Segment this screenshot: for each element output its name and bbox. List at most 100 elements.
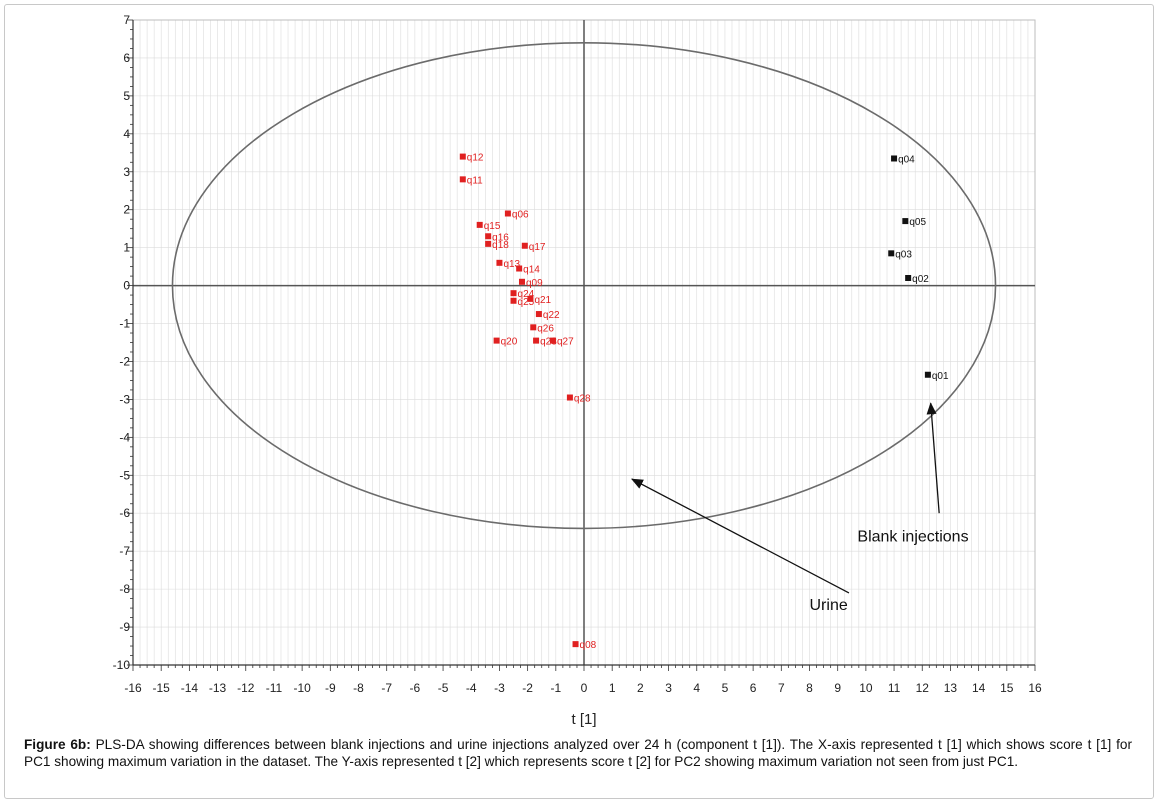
x-tick-label: -12 bbox=[237, 681, 255, 695]
x-tick-label: -13 bbox=[209, 681, 227, 695]
y-tick-label: 5 bbox=[123, 89, 130, 103]
y-tick-label: 7 bbox=[123, 13, 130, 27]
data-point bbox=[572, 641, 579, 648]
data-point-label: q20 bbox=[501, 337, 518, 348]
y-tick-label: -5 bbox=[119, 468, 130, 482]
y-tick-label: -1 bbox=[119, 317, 130, 331]
x-tick-label: -10 bbox=[293, 681, 311, 695]
data-point bbox=[527, 295, 534, 302]
data-point bbox=[516, 265, 523, 272]
caption-label: Figure 6b: bbox=[24, 737, 91, 752]
data-point bbox=[530, 324, 537, 331]
data-point-label: q11 bbox=[467, 175, 483, 186]
y-tick-label: 1 bbox=[123, 241, 130, 255]
y-tick-label: 4 bbox=[123, 127, 130, 141]
data-point bbox=[459, 153, 466, 160]
data-point-label: q13 bbox=[503, 259, 520, 270]
x-tick-label: -6 bbox=[410, 681, 421, 695]
x-tick-label: 16 bbox=[1028, 681, 1042, 695]
data-point bbox=[504, 210, 511, 217]
annotation bbox=[631, 478, 850, 594]
data-point bbox=[510, 290, 517, 297]
data-point-label: q03 bbox=[895, 249, 912, 260]
y-tick-label: -3 bbox=[119, 392, 130, 406]
scatter-series: q04 q05 q03 q02 q01 bbox=[888, 154, 949, 382]
data-point bbox=[496, 259, 503, 266]
x-tick-label: 2 bbox=[637, 681, 644, 695]
data-point bbox=[566, 394, 573, 401]
x-tick-label: -16 bbox=[124, 681, 142, 695]
data-point bbox=[485, 240, 492, 247]
x-tick-label: -15 bbox=[153, 681, 171, 695]
data-point-label: q17 bbox=[529, 242, 546, 253]
x-tick-label: -5 bbox=[438, 681, 449, 695]
x-tick-label: 0 bbox=[581, 681, 588, 695]
data-point-label: q24 bbox=[518, 289, 535, 300]
x-tick-label: -11 bbox=[266, 681, 283, 695]
x-tick-label: 5 bbox=[722, 681, 729, 695]
x-axis-title: t [1] bbox=[571, 711, 596, 728]
x-tick-label: 11 bbox=[888, 681, 901, 695]
annotation-arrow bbox=[926, 402, 940, 514]
x-tick-label: 15 bbox=[1000, 681, 1014, 695]
y-tick-label: 0 bbox=[123, 279, 130, 293]
data-point bbox=[459, 176, 466, 183]
data-point-label: q21 bbox=[534, 295, 551, 306]
x-tick-label: 14 bbox=[972, 681, 986, 695]
data-point bbox=[924, 371, 931, 378]
data-point-label: q04 bbox=[898, 154, 915, 165]
x-tick-label: 12 bbox=[916, 681, 930, 695]
pls-da-score-plot: -16 -15 -14 -13 -12 -11 -10 -9 -8 -7 -6 -5 -4 -3 -2 -1 0… bbox=[113, 13, 1042, 728]
data-point-label: q16 bbox=[492, 232, 509, 243]
data-point-label: q01 bbox=[932, 371, 949, 382]
data-point-label: q18 bbox=[492, 240, 509, 251]
x-tick-label: 9 bbox=[834, 681, 841, 695]
data-point-label: q25 bbox=[518, 297, 535, 308]
data-point-label: q15 bbox=[484, 221, 501, 232]
data-point bbox=[902, 218, 909, 225]
annotation-arrow bbox=[631, 478, 850, 594]
y-tick-label: 2 bbox=[123, 203, 130, 217]
data-point-label: q09 bbox=[526, 278, 543, 289]
data-point bbox=[549, 337, 556, 344]
data-point bbox=[905, 275, 912, 281]
data-point bbox=[485, 233, 492, 240]
x-tick-label: -2 bbox=[522, 681, 533, 695]
data-point-label: q12 bbox=[467, 153, 484, 164]
x-tick-label: 13 bbox=[944, 681, 958, 695]
figure-frame bbox=[4, 4, 1154, 799]
data-point-label: q22 bbox=[543, 310, 560, 321]
y-tick-label: -6 bbox=[119, 506, 130, 520]
annotation bbox=[926, 402, 940, 514]
x-tick-label: 4 bbox=[693, 681, 700, 695]
data-point-label: q06 bbox=[512, 210, 529, 221]
y-tick-label: -2 bbox=[119, 354, 130, 368]
data-point bbox=[518, 278, 525, 285]
x-axis-ticks: -16 -15 -14 -13 -12 -11 -10 -9 -8 -7 -6 -5 -4 -3 -2 -1 0… bbox=[124, 665, 1042, 695]
data-point bbox=[521, 242, 528, 249]
x-tick-label: 7 bbox=[778, 681, 785, 695]
x-tick-label: 10 bbox=[859, 681, 873, 695]
data-point bbox=[533, 337, 540, 344]
x-tick-label: -9 bbox=[325, 681, 336, 695]
data-point bbox=[888, 250, 895, 257]
y-tick-label: -9 bbox=[119, 620, 130, 634]
y-tick-label: -7 bbox=[119, 544, 130, 558]
x-tick-label: -4 bbox=[466, 681, 477, 695]
data-point-label: q14 bbox=[523, 265, 540, 276]
annotation-label: Urine bbox=[810, 597, 848, 614]
data-point bbox=[476, 221, 483, 228]
data-point bbox=[510, 297, 517, 304]
data-point-label: q28 bbox=[574, 394, 591, 405]
y-tick-label: -4 bbox=[119, 430, 130, 444]
x-tick-label: 6 bbox=[750, 681, 757, 695]
x-tick-label: -8 bbox=[353, 681, 364, 695]
confidence-ellipse bbox=[171, 41, 997, 530]
data-point-label: q02 bbox=[912, 274, 929, 285]
y-tick-label: 6 bbox=[123, 51, 130, 65]
data-point bbox=[535, 311, 542, 318]
data-point bbox=[493, 337, 500, 344]
annotation-label: Blank injections bbox=[857, 529, 968, 546]
data-point-label: q05 bbox=[909, 217, 926, 228]
